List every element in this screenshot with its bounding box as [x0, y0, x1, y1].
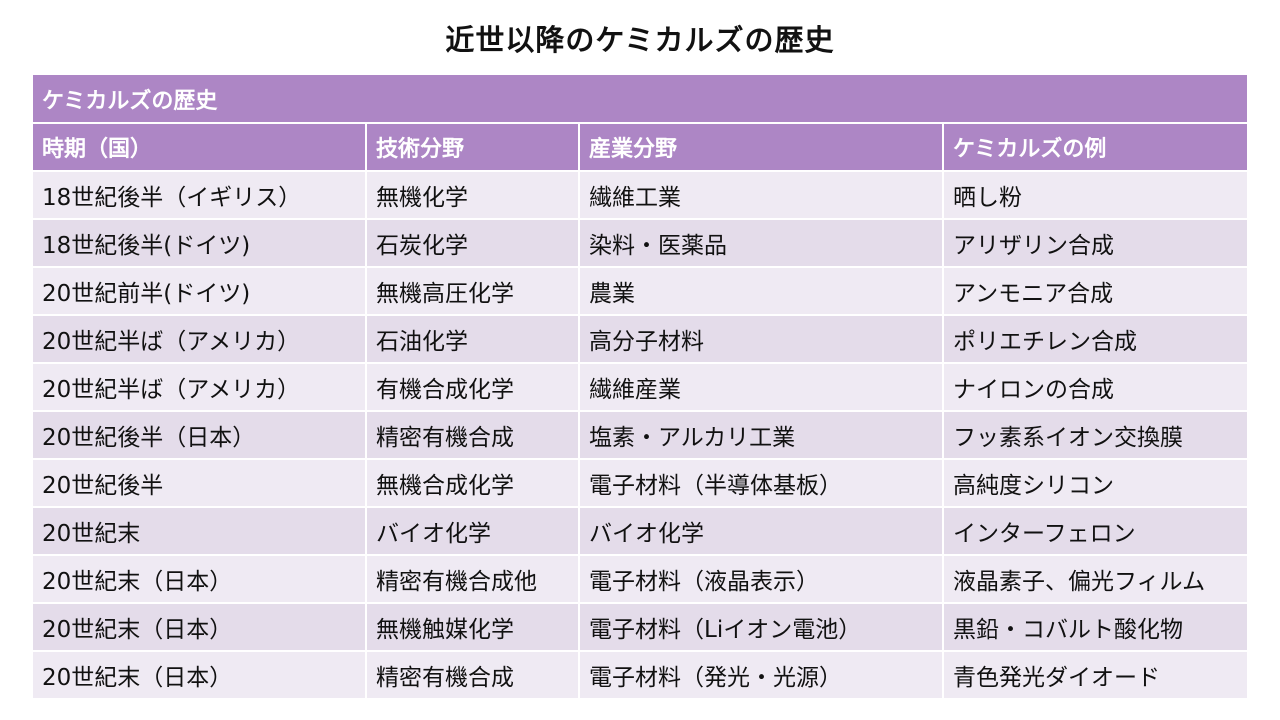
- cell-chemical-example: インターフェロン: [943, 507, 1248, 556]
- cell-chemical-example: ポリエチレン合成: [943, 315, 1248, 364]
- cell-technology: 石油化学: [366, 315, 580, 364]
- cell-chemical-example: 晒し粉: [943, 171, 1248, 220]
- cell-industry: 農業: [579, 267, 944, 316]
- cell-period: 20世紀末（日本）: [33, 555, 367, 604]
- table-row: 20世紀末（日本） 精密有機合成 電子材料（発光・光源） 青色発光ダイオード: [33, 651, 1248, 700]
- cell-technology: 無機高圧化学: [366, 267, 580, 316]
- cell-chemical-example: 高純度シリコン: [943, 459, 1248, 508]
- cell-chemical-example: アンモニア合成: [943, 267, 1248, 316]
- header-technology: 技術分野: [366, 123, 580, 172]
- table-row: 20世紀末 バイオ化学 バイオ化学 インターフェロン: [33, 507, 1248, 556]
- cell-period: 20世紀末（日本）: [33, 603, 367, 652]
- table-caption-row: ケミカルズの歴史: [33, 75, 1248, 124]
- slide-title: 近世以降のケミカルズの歴史: [445, 23, 835, 57]
- cell-period: 20世紀後半: [33, 459, 367, 508]
- cell-period: 18世紀後半(ドイツ): [33, 219, 367, 268]
- cell-chemical-example: 液晶素子、偏光フィルム: [943, 555, 1248, 604]
- cell-chemical-example: ナイロンの合成: [943, 363, 1248, 412]
- cell-industry: 繊維工業: [579, 171, 944, 220]
- cell-industry: 電子材料（半導体基板）: [579, 459, 944, 508]
- cell-technology: 無機触媒化学: [366, 603, 580, 652]
- cell-technology: 精密有機合成: [366, 651, 580, 700]
- cell-chemical-example: アリザリン合成: [943, 219, 1248, 268]
- cell-industry: 染料・医薬品: [579, 219, 944, 268]
- cell-industry: 塩素・アルカリ工業: [579, 411, 944, 460]
- cell-technology: 有機合成化学: [366, 363, 580, 412]
- table-row: 20世紀半ば（アメリカ） 石油化学 高分子材料 ポリエチレン合成: [33, 315, 1248, 364]
- table-row: 20世紀末（日本） 無機触媒化学 電子材料（Liイオン電池） 黒鉛・コバルト酸化物: [33, 603, 1248, 652]
- cell-industry: 電子材料（Liイオン電池）: [579, 603, 944, 652]
- table-body: 18世紀後半（イギリス） 無機化学 繊維工業 晒し粉 18世紀後半(ドイツ) 石炭化学 染料…: [33, 171, 1248, 700]
- cell-technology: バイオ化学: [366, 507, 580, 556]
- cell-period: 18世紀後半（イギリス）: [33, 171, 367, 220]
- cell-technology: 無機化学: [366, 171, 580, 220]
- cell-period: 20世紀末（日本）: [33, 651, 367, 700]
- cell-chemical-example: 黒鉛・コバルト酸化物: [943, 603, 1248, 652]
- cell-technology: 精密有機合成他: [366, 555, 580, 604]
- table-row: 20世紀末（日本） 精密有機合成他 電子材料（液晶表示） 液晶素子、偏光フィルム: [33, 555, 1248, 604]
- cell-technology: 精密有機合成: [366, 411, 580, 460]
- table-header-row: 時期（国） 技術分野 産業分野 ケミカルズの例: [33, 123, 1248, 172]
- cell-period: 20世紀半ば（アメリカ）: [33, 315, 367, 364]
- cell-period: 20世紀半ば（アメリカ）: [33, 363, 367, 412]
- header-period: 時期（国）: [33, 123, 367, 172]
- cell-industry: 電子材料（発光・光源）: [579, 651, 944, 700]
- table-row: 18世紀後半(ドイツ) 石炭化学 染料・医薬品 アリザリン合成: [33, 219, 1248, 268]
- table-row: 20世紀後半 無機合成化学 電子材料（半導体基板） 高純度シリコン: [33, 459, 1248, 508]
- cell-industry: バイオ化学: [579, 507, 944, 556]
- cell-period: 20世紀末: [33, 507, 367, 556]
- cell-technology: 無機合成化学: [366, 459, 580, 508]
- history-table: ケミカルズの歴史 時期（国） 技術分野 産業分野 ケミカルズの例 18世紀後半（…: [33, 75, 1248, 700]
- header-chemical-example: ケミカルズの例: [943, 123, 1248, 172]
- cell-industry: 電子材料（液晶表示）: [579, 555, 944, 604]
- table-caption: ケミカルズの歴史: [33, 75, 1248, 124]
- cell-chemical-example: フッ素系イオン交換膜: [943, 411, 1248, 460]
- cell-chemical-example: 青色発光ダイオード: [943, 651, 1248, 700]
- table-row: 20世紀半ば（アメリカ） 有機合成化学 繊維産業 ナイロンの合成: [33, 363, 1248, 412]
- cell-period: 20世紀前半(ドイツ): [33, 267, 367, 316]
- table-row: 20世紀後半（日本） 精密有機合成 塩素・アルカリ工業 フッ素系イオン交換膜: [33, 411, 1248, 460]
- header-industry: 産業分野: [579, 123, 944, 172]
- cell-industry: 高分子材料: [579, 315, 944, 364]
- cell-period: 20世紀後半（日本）: [33, 411, 367, 460]
- table-row: 20世紀前半(ドイツ) 無機高圧化学 農業 アンモニア合成: [33, 267, 1248, 316]
- table-row: 18世紀後半（イギリス） 無機化学 繊維工業 晒し粉: [33, 171, 1248, 220]
- cell-industry: 繊維産業: [579, 363, 944, 412]
- cell-technology: 石炭化学: [366, 219, 580, 268]
- history-table-container: ケミカルズの歴史 時期（国） 技術分野 産業分野 ケミカルズの例 18世紀後半（…: [33, 75, 1248, 700]
